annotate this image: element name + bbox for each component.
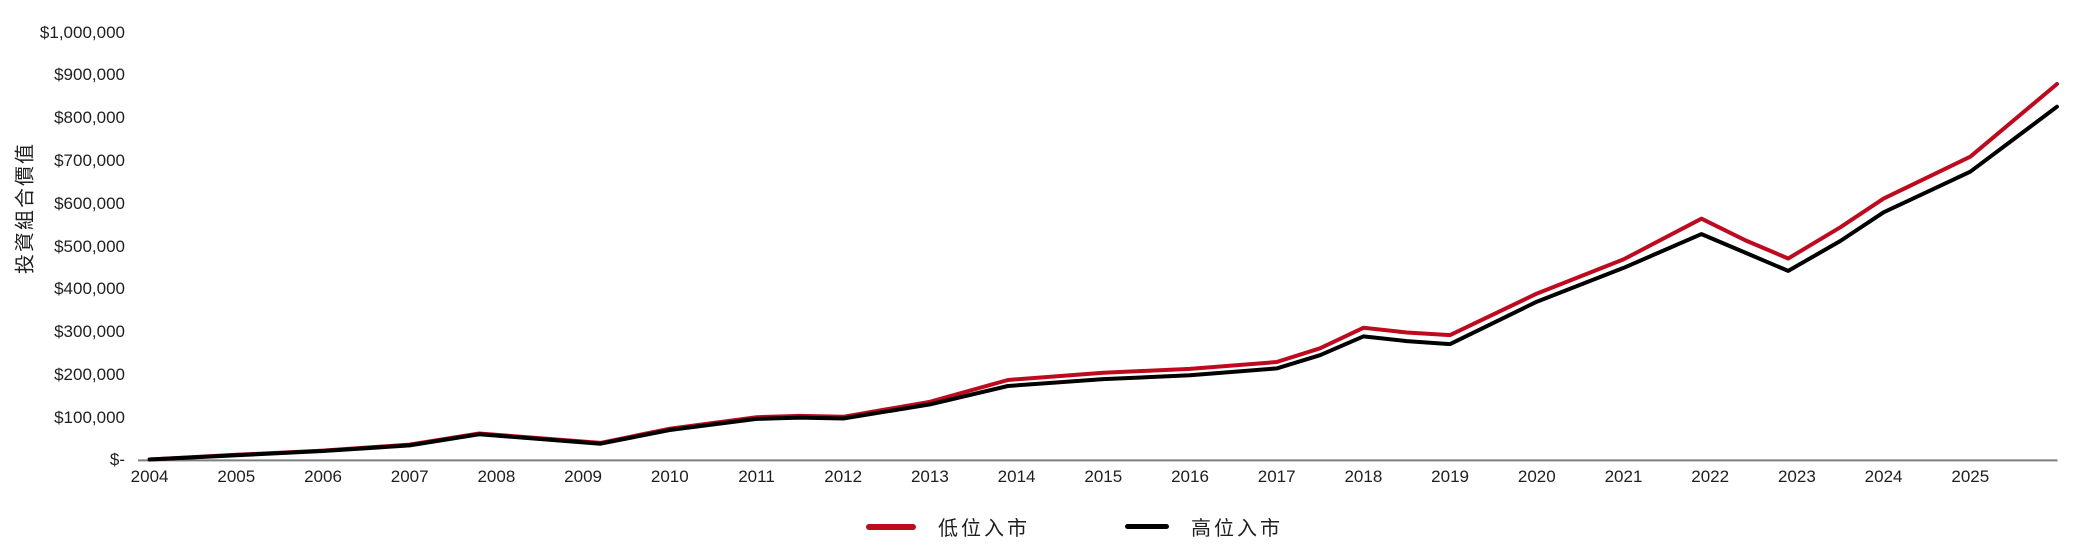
x-tick-label: 2019 <box>1431 467 1469 486</box>
legend-swatch-buy-high <box>1125 524 1169 529</box>
x-tick-label: 2016 <box>1171 467 1209 486</box>
y-tick-label: $700,000 <box>54 150 125 170</box>
legend-label-buy-high: 高位入市 <box>1191 518 1283 540</box>
legend-label-buy-low: 低位入市 <box>938 518 1030 540</box>
x-tick-label: 2012 <box>824 467 863 486</box>
y-tick-label: $800,000 <box>54 108 125 128</box>
legend-item-buy-low: 低位入市 <box>866 512 1030 541</box>
x-tick-label: 2004 <box>130 467 169 486</box>
x-tick-label: 2021 <box>1604 467 1643 486</box>
x-tick-label: 2015 <box>1084 467 1123 486</box>
y-tick-label: $100,000 <box>54 407 125 427</box>
y-tick-label: $500,000 <box>54 236 125 256</box>
x-tick-label: 2018 <box>1344 467 1383 486</box>
x-tick-label: 2014 <box>997 467 1036 486</box>
series-line-buy-low <box>147 82 2059 462</box>
x-tick-label: 2025 <box>1951 467 1990 486</box>
series-line-buy-high <box>147 104 2059 462</box>
y-tick-label: $1,000,000 <box>39 22 125 42</box>
legend: 低位入市 高位入市 <box>866 512 1283 541</box>
x-tick-label: 2005 <box>217 467 256 486</box>
y-tick-label: $600,000 <box>54 193 125 213</box>
x-tick-label: 2013 <box>910 467 949 486</box>
y-tick-label: $900,000 <box>54 65 125 85</box>
x-tick-label: 2010 <box>650 467 689 486</box>
x-tick-label: 2022 <box>1691 467 1730 486</box>
x-tick-label: 2023 <box>1777 467 1816 486</box>
x-tick-label: 2007 <box>390 467 429 486</box>
x-tick-label: 2009 <box>564 467 602 486</box>
x-tick-label: 2011 <box>738 467 775 486</box>
x-tick-label: 2006 <box>304 467 342 486</box>
legend-item-buy-high: 高位入市 <box>1125 512 1283 541</box>
y-tick-label: $400,000 <box>54 279 125 299</box>
y-tick-label: $- <box>109 450 125 470</box>
x-tick-label: 2017 <box>1257 467 1296 486</box>
y-tick-label: $300,000 <box>54 322 125 342</box>
x-tick-label: 2024 <box>1864 467 1903 486</box>
x-tick-label: 2020 <box>1517 467 1556 486</box>
legend-swatch-buy-low <box>866 523 916 530</box>
y-tick-label: $200,000 <box>54 364 125 384</box>
x-tick-label: 2008 <box>477 467 516 486</box>
